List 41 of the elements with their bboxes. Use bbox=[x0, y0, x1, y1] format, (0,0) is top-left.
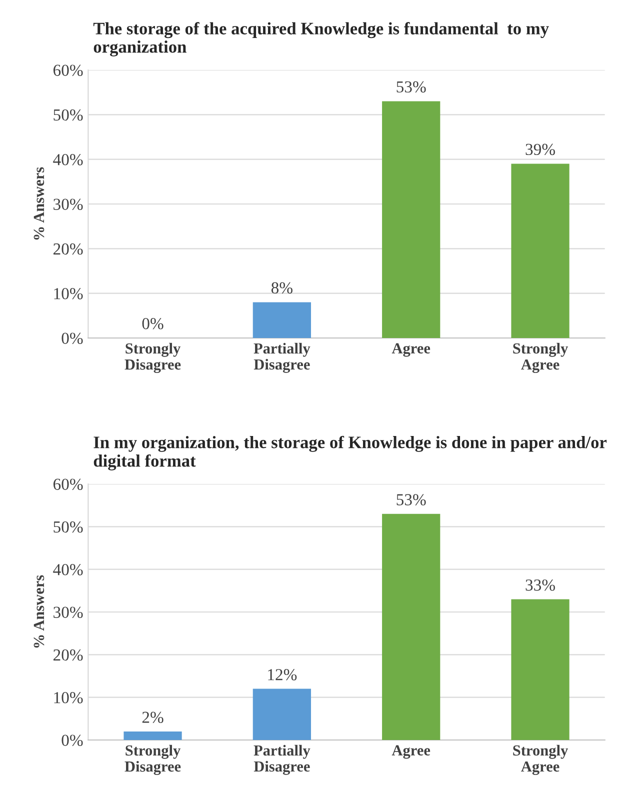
y-tick-label: 30% bbox=[54, 198, 83, 210]
chart-title: The storage of the acquired Knowledge is fundamental to my organization bbox=[93, 22, 549, 56]
y-tick-label: 40% bbox=[53, 564, 83, 576]
y-axis-title: % Answers bbox=[34, 575, 44, 648]
data-label: 53% bbox=[396, 81, 426, 93]
bar bbox=[511, 164, 570, 338]
data-label: 12% bbox=[268, 669, 297, 680]
bar bbox=[124, 731, 182, 740]
bar bbox=[382, 101, 440, 338]
x-tick-label: Strongly Disagree bbox=[124, 744, 181, 775]
data-label: 8% bbox=[271, 282, 292, 294]
chart-title: In my organization, the storage of Knowledge is done in paper and/or digital format bbox=[94, 436, 607, 470]
x-tick-label: Strongly Disagree bbox=[124, 342, 181, 373]
y-tick-label: 10% bbox=[54, 288, 83, 300]
x-tick-label: Agree bbox=[392, 745, 430, 759]
data-label: 33% bbox=[526, 579, 555, 591]
y-tick-label: 0% bbox=[62, 734, 83, 746]
x-tick-label: Partially Disagree bbox=[254, 342, 310, 373]
data-label: 39% bbox=[526, 144, 555, 156]
data-label: 0% bbox=[142, 318, 164, 330]
y-tick-label: 30% bbox=[54, 606, 83, 618]
y-axis-title: % Answers bbox=[34, 167, 44, 240]
data-label: 53% bbox=[396, 494, 426, 506]
y-tick-label: 50% bbox=[54, 521, 83, 533]
y-tick-label: 10% bbox=[54, 692, 83, 704]
y-tick-label: 50% bbox=[54, 109, 83, 121]
y-tick-label: 60% bbox=[53, 64, 83, 76]
y-tick-label: 0% bbox=[62, 332, 83, 344]
bar bbox=[511, 599, 570, 740]
data-label: 2% bbox=[142, 712, 164, 724]
y-tick-label: 20% bbox=[54, 649, 83, 661]
y-tick-label: 20% bbox=[54, 243, 83, 255]
x-tick-label: Agree bbox=[392, 343, 430, 357]
x-tick-label: Strongly Agree bbox=[513, 744, 568, 775]
bar bbox=[382, 514, 440, 740]
x-tick-label: Partially Disagree bbox=[254, 744, 310, 775]
y-tick-label: 60% bbox=[53, 478, 83, 490]
bar bbox=[252, 688, 311, 740]
x-tick-label: Strongly Agree bbox=[513, 342, 568, 373]
y-tick-label: 40% bbox=[53, 154, 83, 166]
bar bbox=[252, 302, 311, 338]
